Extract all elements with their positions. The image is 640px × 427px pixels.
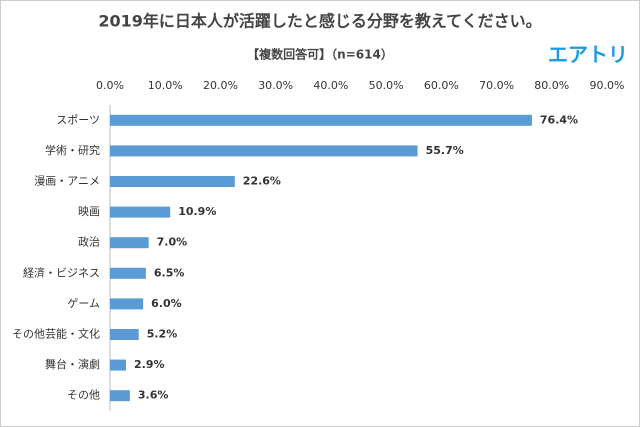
value-label: 76.4% (540, 113, 578, 126)
x-tick-label: 70.0% (479, 79, 514, 92)
value-label: 10.9% (178, 205, 216, 218)
value-label: 5.2% (147, 328, 178, 341)
y-tick-label: 政治 (78, 235, 100, 249)
x-tick-label: 10.0% (148, 79, 183, 92)
x-tick-label: 50.0% (369, 79, 404, 92)
value-label: 55.7% (426, 144, 464, 157)
y-tick-label: ゲーム (67, 297, 100, 310)
y-tick-label: 経済・ビジネス (23, 265, 100, 279)
x-tick-label: 20.0% (203, 79, 238, 92)
bar (110, 114, 532, 126)
value-label: 3.6% (138, 389, 169, 402)
y-tick-label: 映画 (78, 205, 100, 218)
y-tick-label: 漫画・アニメ (34, 174, 100, 188)
x-tick-label: 40.0% (313, 79, 348, 92)
bar (110, 390, 130, 402)
bar (110, 145, 418, 157)
bar (110, 298, 144, 310)
bar (110, 237, 149, 249)
x-tick-label: 0.0% (96, 79, 124, 92)
value-label: 7.0% (157, 236, 188, 249)
x-tick-label: 80.0% (534, 79, 569, 92)
bar (110, 359, 127, 371)
value-label: 6.0% (151, 297, 182, 310)
chart-subtitle: 【複数回答可】（n=614） (247, 47, 393, 62)
chart-title: 2019年に日本人が活躍したと感じる分野を教えてください。 (98, 12, 541, 31)
bar (110, 206, 171, 218)
y-tick-label: スポーツ (56, 113, 100, 126)
value-label: 22.6% (243, 175, 281, 188)
y-tick-label: 舞台・演劇 (45, 357, 100, 371)
x-tick-label: 60.0% (424, 79, 459, 92)
y-tick-label: 学術・研究 (45, 143, 100, 157)
value-label: 2.9% (134, 358, 165, 371)
x-tick-label: 30.0% (258, 79, 293, 92)
value-label: 6.5% (154, 266, 185, 279)
bar (110, 329, 139, 340)
x-tick-label: 90.0% (590, 79, 625, 92)
bar (110, 176, 235, 187)
logo: エアトリ (548, 43, 628, 67)
y-tick-label: その他芸能・文化 (12, 327, 100, 341)
y-tick-label: その他 (67, 389, 100, 402)
bar (110, 267, 146, 279)
